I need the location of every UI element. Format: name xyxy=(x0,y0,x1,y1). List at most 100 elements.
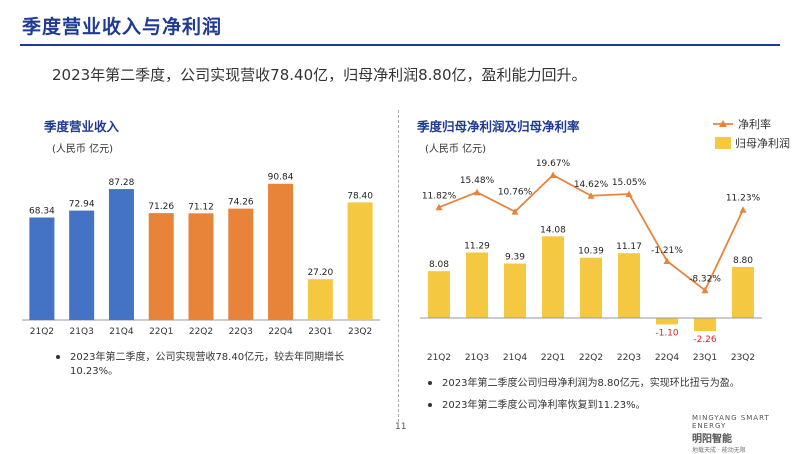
profit-chart-title: 季度归母净利润及归母净利率 xyxy=(417,119,580,134)
profit-combo-chart: 8.08 21Q2 11.29 21Q3 9.39 21Q4 14.08 22Q1 10.39 2… xyxy=(420,159,762,363)
revenue-bar xyxy=(307,279,333,320)
page-number: 11 xyxy=(395,422,407,432)
revenue-tick-label: 23Q2 xyxy=(348,327,372,337)
bullet-dot xyxy=(56,355,60,359)
profit-tick-label: 21Q3 xyxy=(465,353,489,363)
profit-note-1-text: 2023年第二季度公司归母净利润为8.80亿元，实现环比扭亏为盈。 xyxy=(442,378,740,389)
profit-data-label: 9.39 xyxy=(505,253,525,263)
legend-item-margin: 净利率 xyxy=(712,116,790,131)
revenue-note-line2: 10.23%。 xyxy=(70,366,119,377)
net-margin-point xyxy=(511,208,519,215)
net-margin-point xyxy=(473,188,481,196)
net-margin-label: 15.48% xyxy=(460,176,495,186)
profit-bar xyxy=(466,252,488,318)
revenue-bar xyxy=(347,202,373,320)
revenue-data-label: 90.84 xyxy=(268,173,294,183)
profit-tick-label: 23Q2 xyxy=(731,353,755,363)
revenue-tick-label: 22Q4 xyxy=(268,327,293,337)
legend-label-profit: 归母净利润 xyxy=(735,136,790,150)
profit-data-label: 8.80 xyxy=(733,256,753,266)
profit-data-label: 11.29 xyxy=(464,242,490,252)
net-margin-point xyxy=(435,203,443,211)
net-margin-label: 14.62% xyxy=(574,180,609,190)
profit-note-1: 2023年第二季度公司归母净利润为8.80亿元，实现环比扭亏为盈。 xyxy=(428,377,740,391)
revenue-data-label: 27.20 xyxy=(307,268,333,278)
net-margin-point xyxy=(701,286,709,294)
revenue-bar xyxy=(188,213,214,320)
headline-text: 2023年第二季度，公司实现营收78.40亿，归母净利润8.80亿，盈利能力回升… xyxy=(52,66,587,84)
revenue-data-label: 68.34 xyxy=(29,206,55,216)
legend-bar-swatch xyxy=(715,136,731,149)
net-margin-point xyxy=(587,192,595,199)
revenue-tick-label: 21Q3 xyxy=(70,327,94,337)
revenue-tick-label: 22Q2 xyxy=(189,327,213,337)
page-title: 季度营业收入与净利润 xyxy=(22,16,223,38)
net-margin-label: -1.21% xyxy=(651,246,683,256)
bullet-dot xyxy=(428,403,432,407)
revenue-data-label: 71.12 xyxy=(188,202,214,212)
revenue-bar xyxy=(108,189,134,320)
profit-bar xyxy=(656,318,678,325)
profit-bar xyxy=(504,263,526,318)
revenue-note-line1: 2023年第二季度，公司实现营收78.40亿元，较去年同期增长 xyxy=(70,352,345,363)
profit-tick-label: 21Q4 xyxy=(503,353,528,363)
revenue-note: 2023年第二季度，公司实现营收78.40亿元，较去年同期增长 10.23%。 xyxy=(56,351,366,379)
profit-tick-label: 22Q1 xyxy=(541,353,565,363)
logo-tagline: 地载天成 · 能动无限 xyxy=(692,447,746,454)
revenue-data-label: 71.26 xyxy=(148,202,174,212)
revenue-data-label: 87.28 xyxy=(109,178,135,188)
net-margin-point xyxy=(549,171,557,178)
profit-tick-label: 23Q1 xyxy=(693,353,717,363)
profit-bar xyxy=(618,253,640,318)
revenue-bar-chart: 68.34 21Q2 72.94 21Q3 87.28 21Q4 71.26 22Q1 71.1… xyxy=(22,173,380,337)
profit-tick-label: 21Q2 xyxy=(427,353,451,363)
profit-note-2: 2023年第二季度公司净利率恢复到11.23%。 xyxy=(428,399,646,413)
title-underline xyxy=(20,44,780,46)
profit-bar xyxy=(694,318,716,332)
profit-data-label: 10.39 xyxy=(578,247,604,257)
revenue-chart-unit: (人民币 亿元) xyxy=(52,144,113,155)
revenue-bar xyxy=(228,208,254,320)
revenue-tick-label: 22Q1 xyxy=(149,327,173,337)
net-margin-label: 15.05% xyxy=(612,178,647,188)
net-margin-label: -8.32% xyxy=(689,274,721,284)
profit-chart-unit: (人民币 亿元) xyxy=(425,144,486,155)
net-margin-label: 10.76% xyxy=(498,188,533,198)
net-margin-label: 19.67% xyxy=(536,159,571,169)
profit-data-label: 8.08 xyxy=(429,260,449,270)
profit-data-label: 14.08 xyxy=(540,225,566,235)
profit-bar xyxy=(542,236,564,318)
profit-tick-label: 22Q4 xyxy=(655,353,680,363)
net-margin-point xyxy=(663,257,671,264)
company-logo: MINGYANG SMART ENERGY 明阳智能 地载天成 · 能动无限 xyxy=(692,414,800,454)
revenue-data-label: 72.94 xyxy=(69,200,95,210)
profit-data-label: 11.17 xyxy=(616,242,642,252)
legend-item-profit: 归母净利润 xyxy=(712,135,790,150)
revenue-data-label: 78.40 xyxy=(347,191,373,201)
revenue-bar xyxy=(29,217,55,320)
profit-data-label: -2.26 xyxy=(693,335,717,345)
revenue-bar xyxy=(69,210,95,320)
revenue-tick-label: 21Q4 xyxy=(109,327,134,337)
net-margin-label: 11.23% xyxy=(726,194,761,204)
profit-note-2-text: 2023年第二季度公司净利率恢复到11.23%。 xyxy=(442,400,646,411)
profit-bar xyxy=(580,257,602,318)
revenue-tick-label: 21Q2 xyxy=(30,327,54,337)
legend-label-margin: 净利率 xyxy=(738,117,771,131)
legend-line-swatch xyxy=(713,119,733,127)
revenue-chart-title: 季度营业收入 xyxy=(44,119,120,134)
revenue-data-label: 74.26 xyxy=(228,198,254,208)
profit-tick-label: 22Q3 xyxy=(617,353,641,363)
profit-bar xyxy=(428,271,450,318)
net-margin-point xyxy=(625,190,633,197)
revenue-tick-label: 23Q1 xyxy=(308,327,332,337)
profit-tick-label: 22Q2 xyxy=(579,353,603,363)
net-margin-point xyxy=(739,206,747,213)
logo-chinese: 明阳智能 xyxy=(692,434,732,445)
revenue-tick-label: 22Q3 xyxy=(229,327,253,337)
net-margin-label: 11.82% xyxy=(422,191,457,201)
panel-divider xyxy=(398,110,399,422)
profit-chart-legend: 净利率 归母净利润 xyxy=(712,116,790,154)
bullet-dot xyxy=(428,381,432,385)
revenue-bar xyxy=(268,183,294,320)
